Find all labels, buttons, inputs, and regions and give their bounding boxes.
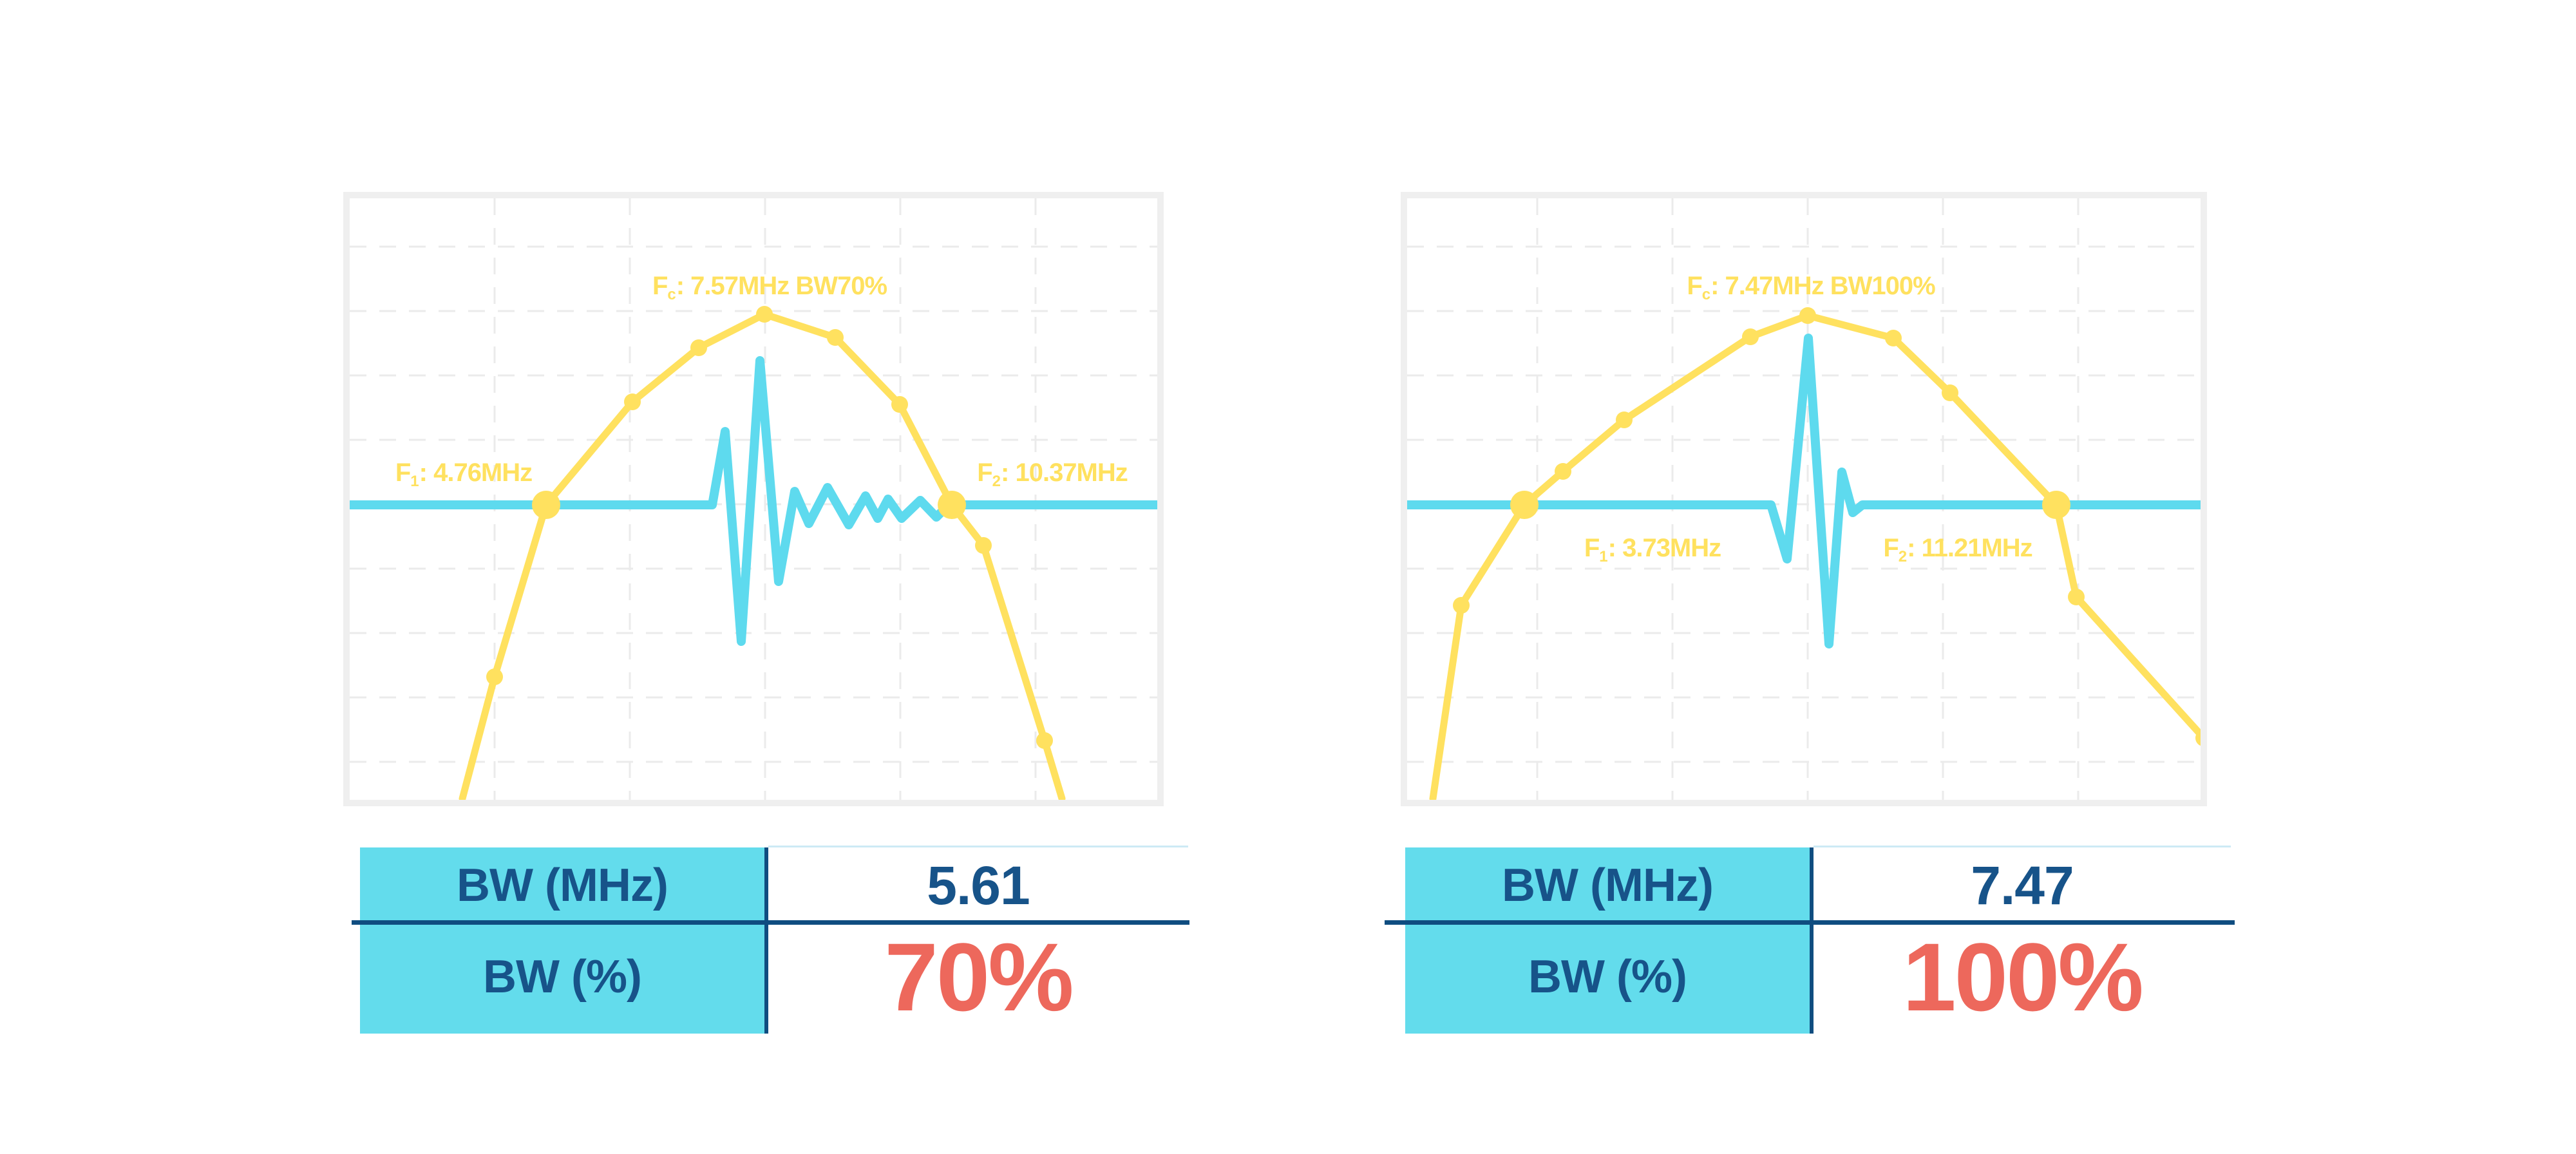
f2-annotation-value: : 10.37MHz	[1001, 459, 1128, 487]
f2-annotation: F2: 10.37MHz	[977, 460, 1128, 489]
fc-annotation-symbol: F	[652, 272, 668, 301]
f1-annotation-symbol: F	[395, 459, 411, 487]
bw-percent-value: 100%	[1902, 922, 2144, 1031]
gridlines	[350, 198, 1157, 800]
f1-annotation-value: : 4.76MHz	[419, 459, 533, 487]
table-top-border	[768, 846, 1188, 847]
spectrum-chart-bw70: Fc: 7.57MHz BW70% F1: 4.76MHz F2: 10.37MHz	[343, 192, 1164, 806]
data-point-marker	[1036, 732, 1053, 749]
data-point-marker	[891, 396, 908, 413]
data-point-marker	[975, 537, 992, 554]
pulse-waveform	[1407, 334, 2201, 648]
table-row-divider	[352, 920, 1189, 925]
table-header-column	[1405, 847, 1810, 1034]
f2-annotation: F2: 11.21MHz	[1883, 535, 2032, 565]
data-point-marker	[486, 668, 503, 685]
fc-annotation-value: : 7.47MHz BW100%	[1710, 272, 1936, 301]
plot-area-bw100	[1407, 198, 2201, 800]
data-point-markers	[1453, 307, 2201, 746]
cutoff-frequency-marker	[2042, 491, 2070, 519]
cutoff-frequency-marker	[532, 491, 560, 519]
data-point-marker	[1555, 463, 1571, 480]
f1-annotation: F1: 4.76MHz	[395, 459, 533, 490]
table-row-label: BW (%)	[483, 951, 642, 1003]
fc-annotation-subscript: c	[667, 285, 676, 303]
table-column-divider	[1810, 847, 1814, 1034]
data-point-markers	[486, 306, 1053, 749]
f2-annotation-symbol: F	[977, 459, 992, 487]
bw-percent-value: 70%	[884, 922, 1074, 1031]
plot-area-bw70	[350, 198, 1157, 800]
f1-annotation-subscript: 1	[1599, 547, 1608, 565]
table-top-border	[1814, 846, 2231, 847]
f2-annotation-subscript: 2	[992, 472, 1001, 490]
table-header-column	[360, 847, 764, 1034]
pulse-waveform	[350, 356, 1157, 646]
data-point-marker	[1799, 307, 1816, 324]
f2-annotation-subscript: 2	[1898, 547, 1908, 565]
bw-mhz-value: 7.47	[1971, 855, 2074, 916]
data-point-marker	[624, 393, 641, 410]
data-point-marker	[1616, 411, 1633, 428]
f2-annotation-value: : 11.21MHz	[1907, 534, 2033, 563]
table-column-divider	[764, 847, 768, 1034]
data-point-marker	[827, 329, 844, 346]
table-row-divider	[1385, 920, 2235, 925]
data-point-marker	[2068, 589, 2085, 605]
fc-annotation-value: : 7.57MHz BW70%	[676, 272, 887, 301]
fc-annotation-symbol: F	[1687, 272, 1702, 301]
fc-annotation: Fc: 7.47MHz BW100%	[1687, 273, 1935, 303]
data-point-marker	[2195, 730, 2201, 746]
fc-annotation: Fc: 7.57MHz BW70%	[652, 273, 887, 303]
data-point-marker	[1885, 330, 1902, 346]
table-row-label: BW (MHz)	[1502, 859, 1714, 911]
bw-mhz-value: 5.61	[927, 855, 1030, 916]
spectrum-chart-bw100: Fc: 7.47MHz BW100% F1: 3.73MHz F2: 11.21MH…	[1401, 192, 2207, 806]
spectrum-curve	[1429, 312, 2201, 800]
f1-annotation-symbol: F	[1584, 534, 1600, 563]
cutoff-frequency-marker	[1510, 491, 1539, 519]
fc-annotation-subscript: c	[1701, 285, 1711, 303]
data-point-marker	[1942, 384, 1958, 401]
table-row-label: BW (MHz)	[457, 859, 668, 911]
f1-annotation-value: : 3.73MHz	[1607, 534, 1721, 563]
f1-annotation: F1: 3.73MHz	[1584, 535, 1721, 565]
data-point-marker	[756, 306, 773, 323]
cutoff-frequency-marker	[938, 491, 966, 519]
table-row-label: BW (%)	[1528, 951, 1687, 1003]
spectrum-curve	[459, 310, 1066, 800]
data-point-marker	[1453, 597, 1470, 614]
data-point-marker	[690, 339, 707, 356]
data-point-marker	[1742, 328, 1759, 345]
f1-annotation-subscript: 1	[410, 472, 419, 490]
f2-annotation-symbol: F	[1883, 534, 1899, 563]
